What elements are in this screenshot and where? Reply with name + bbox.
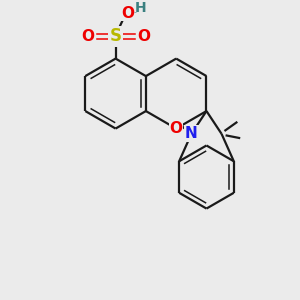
Text: O: O <box>170 121 183 136</box>
Text: N: N <box>185 126 198 141</box>
Text: O: O <box>137 29 150 44</box>
Text: O: O <box>122 5 135 20</box>
Text: S: S <box>110 27 122 45</box>
Text: H: H <box>134 1 146 15</box>
Text: O: O <box>81 29 94 44</box>
